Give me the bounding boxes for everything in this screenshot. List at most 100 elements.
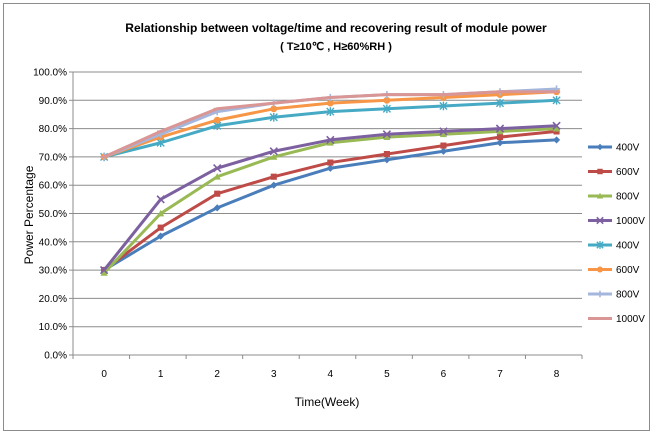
x-tick-label: 5 [384, 369, 390, 380]
data-point [157, 209, 165, 217]
legend-label: 800V [616, 192, 640, 203]
data-point [496, 127, 504, 135]
series-line [103, 129, 557, 272]
series-line [102, 124, 557, 272]
y-tick-label: 40.0% [39, 237, 67, 248]
data-point [439, 147, 448, 155]
x-tick-label: 6 [441, 369, 447, 380]
y-tick-label: 0.0% [44, 351, 67, 362]
y-tick-label: 30.0% [39, 266, 67, 277]
data-point [157, 224, 164, 231]
data-point [495, 124, 505, 133]
legend-label: 600V [616, 167, 640, 178]
legend-label: 400V [616, 241, 640, 252]
data-point [214, 190, 221, 197]
series-line [103, 127, 557, 274]
x-tick-label: 0 [101, 369, 107, 380]
legend-item: 400V [588, 241, 640, 252]
legend-label: 1000V [616, 314, 645, 325]
data-point [157, 232, 165, 240]
axes [72, 72, 582, 356]
y-axis-ticks: 0.0% 10.0% 20.0% 30.0% 40.0% 50.0% 60.0% 70.0% 8… [33, 68, 73, 362]
data-point [270, 153, 278, 160]
y-tick-label: 50.0% [39, 209, 67, 220]
data-point [156, 195, 165, 204]
series-0 [100, 136, 561, 274]
chart-subtitle: ( T≥10℃ , H≥60%RH ) [280, 41, 392, 53]
y-tick-label: 20.0% [39, 294, 67, 305]
data-point [440, 142, 447, 149]
x-tick-label: 4 [328, 369, 334, 380]
data-point [383, 151, 390, 158]
legend-item: 400V [588, 143, 640, 154]
data-point [326, 107, 335, 116]
data-point [269, 147, 278, 156]
series-1 [101, 128, 560, 274]
legend-label: 400V [616, 143, 640, 154]
data-point [552, 136, 561, 144]
data-point [270, 105, 278, 113]
legend-item: 600V [588, 265, 640, 276]
data-point [326, 164, 334, 172]
data-point [213, 164, 222, 173]
data-point [383, 156, 391, 164]
data-point [100, 269, 108, 276]
data-point [496, 139, 504, 147]
legend-item: 800V [588, 290, 640, 301]
data-point [596, 241, 604, 249]
legend-item: 1000V [588, 314, 645, 325]
legend-item: 1000V [588, 216, 645, 227]
series-3 [99, 121, 561, 275]
data-point [383, 96, 391, 104]
data-point [439, 101, 448, 111]
data-point [596, 290, 604, 298]
legend-label: 600V [616, 265, 640, 276]
x-axis-label: Time(Week) [295, 395, 360, 409]
data-point [213, 116, 221, 124]
x-tick-label: 8 [554, 369, 560, 380]
y-tick-label: 90.0% [39, 96, 67, 107]
chart-title: Relationship between voltage/time and re… [125, 21, 547, 35]
data-point [552, 95, 561, 105]
legend: 400V 600V 800V 1000V 400V 600V 800V 1000V [588, 143, 645, 325]
data-point [597, 168, 603, 175]
data-point [213, 173, 221, 180]
data-point [270, 173, 277, 180]
legend-item: 600V [588, 167, 640, 178]
data-point [496, 134, 504, 141]
x-tick-label: 1 [158, 369, 164, 380]
x-axis-ticks: 0 1 2 3 4 5 6 7 8 [72, 355, 583, 380]
data-point [552, 121, 561, 130]
data-point [326, 139, 334, 146]
data-point [213, 204, 221, 212]
data-point [382, 104, 391, 114]
y-axis-label: Power Percentage [22, 165, 36, 264]
x-tick-label: 7 [497, 369, 503, 380]
data-point [383, 133, 391, 140]
data-point [596, 192, 604, 199]
legend-item: 800V [588, 192, 640, 203]
data-point [439, 127, 448, 136]
data-point [327, 159, 334, 166]
y-tick-label: 10.0% [39, 322, 67, 333]
data-point [439, 130, 448, 138]
series-2 [100, 125, 561, 276]
x-tick-label: 2 [214, 369, 220, 380]
y-tick-label: 70.0% [39, 152, 67, 163]
data-point [326, 99, 334, 107]
data-point [99, 265, 109, 275]
series-layer [99, 85, 561, 276]
legend-label: 800V [616, 290, 640, 301]
legend-label: 1000V [616, 216, 645, 227]
y-tick-label: 100.0% [33, 68, 67, 79]
data-point [269, 112, 278, 122]
data-point [596, 143, 604, 151]
data-point [596, 266, 604, 273]
y-tick-label: 80.0% [39, 124, 67, 135]
data-point [382, 130, 392, 139]
data-point [326, 135, 335, 145]
y-tick-label: 60.0% [39, 181, 67, 192]
data-point [270, 181, 278, 189]
chart-frame [3, 3, 650, 431]
data-point [495, 98, 505, 108]
